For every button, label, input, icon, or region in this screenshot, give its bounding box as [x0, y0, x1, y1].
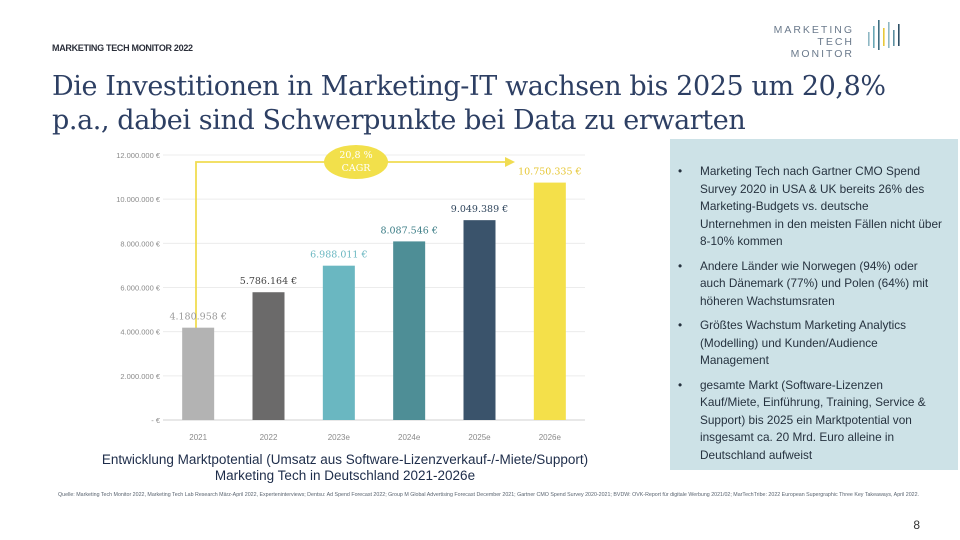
bullet-icon: •	[678, 318, 683, 332]
x-tick-label: 2026e	[539, 433, 562, 442]
cagr-arrow	[195, 157, 515, 348]
cagr-label-value: 20,8 %	[339, 150, 372, 161]
key-facts-panel: • Marketing Tech nach Gartner CMO Spend S…	[670, 139, 958, 470]
bar	[393, 241, 426, 420]
source-note: Quelle: Marketing Tech Monitor 2022, Mar…	[58, 492, 920, 498]
chart-caption-line-2: Marketing Tech in Deutschland 2021-2026e	[214, 468, 476, 483]
y-tick-label: 6.000.000 €	[120, 284, 160, 293]
page-title-line-1: Die Investitionen in Marketing-IT wachse…	[52, 71, 886, 102]
y-tick-label: 4.000.000 €	[120, 328, 160, 337]
x-tick-label: 2024e	[398, 433, 421, 442]
header-label: MARKETING TECH MONITOR 2022	[52, 43, 193, 53]
logo-bars-icon	[868, 20, 900, 50]
key-fact-item: • Marketing Tech nach Gartner CMO Spend S…	[678, 163, 942, 251]
key-fact-text: Andere Länder wie Norwegen (94%) oder au…	[700, 258, 929, 308]
bar	[182, 327, 215, 420]
x-tick-label: 2021	[189, 433, 207, 442]
chart-caption: Entwicklung Marktpotential (Umsatz aus S…	[60, 452, 630, 484]
bar-value-label: 4.180.958 €	[169, 312, 226, 323]
bar-value-label: 10.750.335 €	[518, 167, 581, 178]
cagr-badge: 20,8 % CAGR	[324, 145, 388, 179]
bullet-icon: •	[678, 377, 683, 392]
bar-value-label: 5.786.164 €	[240, 276, 297, 287]
key-fact-text: gesamte Markt (Software-Lizenzen Kauf/Mi…	[700, 377, 926, 462]
x-tick-label: 2022	[260, 433, 278, 442]
y-tick-label: 2.000.000 €	[120, 372, 160, 381]
x-tick-label: 2025e	[468, 433, 491, 442]
logo-line-1: MARKETING	[773, 24, 854, 36]
bar-value-label: 6.988.011 €	[310, 250, 367, 261]
chart-x-axis: 2021 2022 2023e 2024e 2025e 2026e	[189, 433, 561, 442]
cagr-badge-shape	[324, 145, 388, 179]
chart-gridlines	[163, 154, 585, 377]
chart-value-labels: 4.180.958 € 5.786.164 € 6.988.011 € 8.087.5…	[169, 167, 581, 323]
bar-chart: - € 2.000.000 € 4.000.000 € 6.000.000 € 8.00…	[116, 145, 585, 442]
key-fact-item: • Andere Länder wie Norwegen (94%) oder a…	[678, 258, 942, 311]
key-fact-item: • gesamte Markt (Software-Lizenzen Kauf/M…	[678, 377, 942, 465]
y-tick-label: - €	[151, 416, 161, 425]
cagr-arrowhead-icon	[505, 157, 515, 167]
bar-value-label: 9.049.389 €	[451, 204, 508, 215]
x-tick-label: 2023e	[328, 433, 351, 442]
chart-y-axis: - € 2.000.000 € 4.000.000 € 6.000.000 € 8.00…	[116, 151, 161, 425]
page-title: Die Investitionen in Marketing-IT wachse…	[52, 70, 912, 138]
bar	[322, 265, 355, 420]
logo-line-2: TECH	[817, 36, 854, 48]
marketing-tech-monitor-logo: MARKETING TECH MONITOR	[772, 18, 912, 60]
y-tick-label: 12.000.000 €	[116, 151, 161, 160]
logo-text: MARKETING TECH MONITOR	[774, 24, 854, 60]
key-fact-item: • Größtes Wachstum Marketing Analytics (M…	[678, 317, 942, 370]
page-title-line-2: p.a., dabei sind Schwerpunkte bei Data z…	[52, 105, 746, 136]
chart-bars	[182, 182, 566, 420]
cagr-arrow-line	[195, 161, 505, 348]
bar	[533, 182, 566, 420]
y-tick-label: 10.000.000 €	[116, 195, 161, 204]
bar	[463, 220, 496, 420]
bar	[252, 292, 285, 420]
key-fact-text: Marketing Tech nach Gartner CMO Spend Su…	[700, 164, 942, 248]
bar-value-label: 8.087.546 €	[380, 225, 437, 236]
y-tick-label: 8.000.000 €	[120, 239, 160, 248]
page-number: 8	[913, 518, 920, 532]
bullet-icon: •	[678, 164, 683, 178]
key-facts-list: • Marketing Tech nach Gartner CMO Spend S…	[670, 139, 958, 464]
cagr-label-text: CAGR	[342, 163, 372, 174]
key-fact-text: Größtes Wachstum Marketing Analytics (Mo…	[700, 318, 907, 367]
bullet-icon: •	[678, 258, 683, 273]
logo-line-3: MONITOR	[790, 48, 854, 60]
chart-caption-line-1: Entwicklung Marktpotential (Umsatz aus S…	[101, 452, 589, 467]
